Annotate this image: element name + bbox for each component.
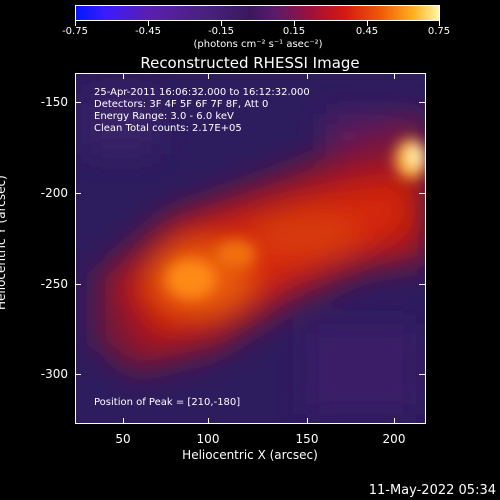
y-tick xyxy=(75,284,81,285)
colorbar-tick xyxy=(294,21,295,26)
y-tick-label: -250 xyxy=(40,277,68,291)
colorbar-label: -0.15 xyxy=(208,26,234,37)
x-tick-label: 150 xyxy=(295,432,319,446)
colorbar-label: -0.75 xyxy=(62,26,88,37)
detectors-text: Detectors: 3F 4F 5F 6F 7F 8F, Att 0 xyxy=(94,99,269,110)
colorbar-label: 0.15 xyxy=(282,26,306,37)
colorbar-label: -0.45 xyxy=(135,26,161,37)
x-axis-label: Heliocentric X (arcsec) xyxy=(182,448,318,462)
plot-title: Reconstructed RHESSI Image xyxy=(140,54,360,72)
x-tick-label: 50 xyxy=(115,432,131,446)
y-tick xyxy=(75,102,81,103)
y-tick xyxy=(75,374,81,375)
energy-range-text: Energy Range: 3.0 - 6.0 keV xyxy=(94,111,234,122)
y-tick xyxy=(419,193,425,194)
y-tick-label: -300 xyxy=(40,367,68,381)
timestamp: 11-May-2022 05:34 xyxy=(368,483,496,498)
x-tick-label: 100 xyxy=(196,432,220,446)
colorbar-label: 0.75 xyxy=(427,26,451,37)
colorbar-units: (photons cm⁻² s⁻¹ asec⁻²) xyxy=(193,39,323,50)
colorbar-tick xyxy=(439,21,440,26)
y-tick-label: -200 xyxy=(40,186,68,200)
x-tick xyxy=(208,73,209,79)
x-tick-label: 200 xyxy=(382,432,406,446)
x-tick xyxy=(307,73,308,79)
x-tick xyxy=(394,418,395,424)
x-tick xyxy=(394,73,395,79)
y-tick-label: -150 xyxy=(40,95,68,109)
clean-counts-text: Clean Total counts: 2.17E+05 xyxy=(94,123,242,134)
y-tick xyxy=(75,193,81,194)
peak-position-text: Position of Peak = [210,-180] xyxy=(94,397,241,408)
x-tick xyxy=(307,418,308,424)
colorbar-tick xyxy=(221,21,222,26)
x-tick xyxy=(123,73,124,79)
y-tick xyxy=(419,102,425,103)
x-tick xyxy=(208,418,209,424)
rhessi-image xyxy=(75,73,426,424)
y-axis-label-text: Heliocentric Y (arcsec) xyxy=(0,175,8,310)
image-canvas xyxy=(76,74,425,423)
y-tick xyxy=(419,284,425,285)
colorbar xyxy=(75,5,440,21)
x-tick xyxy=(123,418,124,424)
time-range-text: 25-Apr-2011 16:06:32.000 to 16:12:32.000 xyxy=(94,87,310,98)
colorbar-tick xyxy=(367,21,368,26)
y-tick xyxy=(419,374,425,375)
colorbar-tick xyxy=(75,21,76,26)
colorbar-label: 0.45 xyxy=(355,26,379,37)
colorbar-tick xyxy=(148,21,149,26)
